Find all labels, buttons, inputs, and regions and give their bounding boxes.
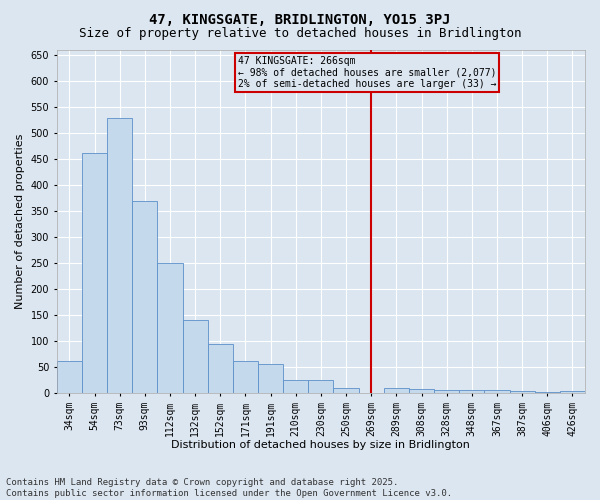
- Bar: [409, 390, 434, 393]
- Bar: [484, 390, 509, 393]
- Text: Contains HM Land Registry data © Crown copyright and database right 2025.
Contai: Contains HM Land Registry data © Crown c…: [6, 478, 452, 498]
- Bar: [308, 380, 334, 393]
- Bar: [82, 153, 107, 393]
- Bar: [384, 388, 409, 393]
- Bar: [283, 380, 308, 393]
- X-axis label: Distribution of detached houses by size in Bridlington: Distribution of detached houses by size …: [172, 440, 470, 450]
- Y-axis label: Number of detached properties: Number of detached properties: [15, 134, 25, 309]
- Bar: [57, 360, 82, 393]
- Bar: [509, 392, 535, 393]
- Bar: [157, 263, 182, 393]
- Bar: [334, 388, 359, 393]
- Text: Size of property relative to detached houses in Bridlington: Size of property relative to detached ho…: [79, 28, 521, 40]
- Bar: [132, 200, 157, 393]
- Bar: [107, 118, 132, 393]
- Bar: [434, 390, 459, 393]
- Bar: [560, 392, 585, 393]
- Bar: [258, 364, 283, 393]
- Bar: [233, 360, 258, 393]
- Bar: [208, 344, 233, 393]
- Bar: [459, 390, 484, 393]
- Bar: [182, 320, 208, 393]
- Text: 47, KINGSGATE, BRIDLINGTON, YO15 3PJ: 47, KINGSGATE, BRIDLINGTON, YO15 3PJ: [149, 12, 451, 26]
- Bar: [535, 392, 560, 393]
- Text: 47 KINGSGATE: 266sqm
← 98% of detached houses are smaller (2,077)
2% of semi-det: 47 KINGSGATE: 266sqm ← 98% of detached h…: [238, 56, 496, 90]
